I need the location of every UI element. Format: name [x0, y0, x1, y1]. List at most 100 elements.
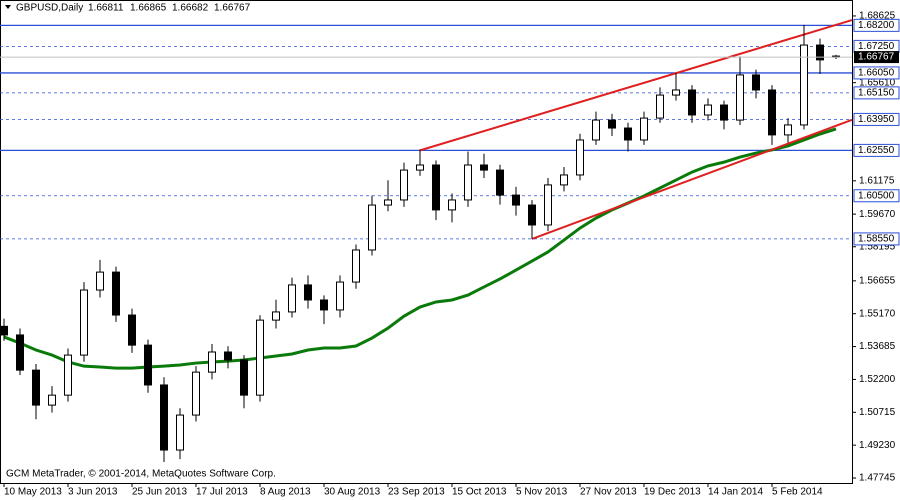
- candle-body: [80, 289, 88, 356]
- y-tick-label: 1.65610: [859, 77, 896, 88]
- level-label-box: [853, 66, 900, 80]
- candle-body: [48, 394, 56, 406]
- candle-body: [544, 184, 552, 226]
- candle-body: [304, 284, 312, 301]
- x-tick-label: 25 Jun 2013: [132, 487, 187, 498]
- trend-line: [419, 19, 853, 152]
- candle-body: [480, 164, 488, 171]
- header-price: 1.66767: [214, 3, 251, 14]
- level-label: 1.63950: [858, 114, 895, 125]
- candle-body: [624, 127, 632, 141]
- x-tick-label: 3 Jun 2013: [68, 487, 118, 498]
- candle-body: [816, 44, 824, 61]
- x-tick-label: 15 Oct 2013: [452, 487, 507, 498]
- menu-triangle: [5, 5, 11, 9]
- candle-body: [16, 334, 24, 371]
- level-label: 1.60500: [858, 190, 895, 201]
- y-tick-label: 1.49230: [859, 440, 896, 451]
- level-label-box: [853, 232, 900, 246]
- y-tick-label: 1.68625: [859, 11, 896, 22]
- candle-body: [176, 414, 184, 451]
- candle-body: [384, 199, 392, 206]
- candle-body: [208, 351, 216, 373]
- y-tick-label: 1.59670: [859, 209, 896, 220]
- y-tick-label: 1.52200: [859, 374, 896, 385]
- candle-body: [656, 94, 664, 119]
- candle-body: [240, 359, 248, 396]
- x-tick-label: 8 Aug 2013: [260, 487, 311, 498]
- candle-body: [192, 371, 200, 416]
- candle-body: [272, 311, 280, 321]
- candle-body: [432, 164, 440, 211]
- candle-body: [96, 271, 104, 291]
- current-price-box: [854, 51, 899, 64]
- level-label-box: [853, 143, 900, 157]
- x-tick-label: 19 Dec 2013: [644, 487, 701, 498]
- candle-body: [512, 194, 520, 206]
- x-tick-label: 17 Jul 2013: [196, 487, 248, 498]
- candle-body: [704, 104, 712, 116]
- moving-average: [3, 127, 837, 370]
- y-tick-label: 1.47745: [859, 473, 896, 484]
- candle-body: [320, 299, 328, 311]
- x-tick-label: 27 Nov 2013: [580, 487, 637, 498]
- candle-body: [336, 281, 344, 311]
- candle-body: [736, 74, 744, 121]
- candle-body: [128, 314, 136, 346]
- header-price: 1.66811: [88, 3, 124, 14]
- y-tick-label: 1.58195: [859, 241, 896, 252]
- candle-body: [0, 325, 8, 336]
- level-label: 1.68200: [858, 20, 895, 31]
- x-tick-label: 10 May 2013: [4, 487, 62, 498]
- candle-body: [64, 354, 72, 396]
- y-tick-label: 1.56655: [859, 275, 896, 286]
- x-tick-label: 30 Aug 2013: [324, 487, 381, 498]
- candle-body: [464, 164, 472, 201]
- candle-body: [560, 174, 568, 186]
- level-label: 1.58550: [858, 234, 895, 245]
- level-label: 1.65150: [858, 87, 895, 98]
- candle-body: [448, 199, 456, 211]
- x-tick-label: 5 Feb 2014: [772, 487, 823, 498]
- candle-body: [528, 204, 536, 226]
- candle-body: [688, 89, 696, 116]
- x-tick-label: 14 Jan 2014: [708, 487, 763, 498]
- candle-body: [160, 384, 168, 451]
- candle-body: [576, 139, 584, 176]
- candle-body: [496, 169, 504, 196]
- candle-body: [720, 104, 728, 121]
- candle-body: [784, 124, 792, 136]
- candle-body: [32, 369, 40, 406]
- level-label-box: [853, 189, 900, 203]
- x-tick-label: 5 Nov 2013: [516, 487, 568, 498]
- y-tick-label: 1.55170: [859, 308, 896, 319]
- level-label: 1.62550: [858, 145, 895, 156]
- candle-body: [416, 164, 424, 171]
- header-price: 1.66682: [172, 3, 209, 14]
- header-price: 1.66865: [130, 3, 167, 14]
- candle-body: [672, 89, 680, 96]
- candle-body: [256, 319, 264, 396]
- candle-body: [608, 119, 616, 129]
- level-label: 1.66050: [858, 68, 895, 79]
- candle-body: [352, 249, 360, 283]
- y-tick-label: 1.61175: [859, 175, 895, 186]
- level-label-box: [853, 112, 900, 126]
- chart-title: GBPUSD,Daily: [16, 3, 83, 14]
- candle-body: [400, 169, 408, 201]
- footer: GCM MetaTrader, © 2001-2014, MetaQuotes …: [6, 469, 276, 480]
- candle-body: [640, 117, 648, 141]
- level-label: 1.67250: [858, 41, 895, 52]
- trend-line: [531, 118, 853, 240]
- candle-body: [768, 89, 776, 136]
- level-label-box: [853, 86, 900, 100]
- y-tick-label: 1.53685: [859, 341, 896, 352]
- plot-frame: [0, 0, 853, 484]
- candle-body: [592, 119, 600, 141]
- candle-body: [368, 204, 376, 251]
- x-tick-label: 23 Sep 2013: [388, 487, 445, 498]
- current-price-label: 1.66767: [858, 52, 895, 63]
- candle-body: [288, 284, 296, 313]
- candle-body: [800, 44, 808, 126]
